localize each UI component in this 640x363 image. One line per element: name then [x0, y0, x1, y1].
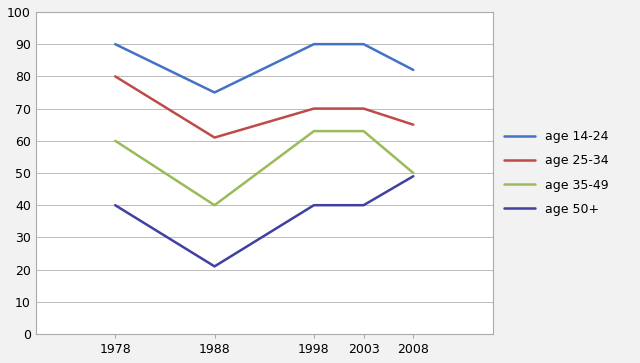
Line: age 50+: age 50+ [115, 176, 413, 266]
age 50+ [360, 203, 367, 207]
age 14-24 [410, 68, 417, 72]
age 50+ [310, 203, 318, 207]
age 25-34 [360, 106, 367, 111]
Legend: age 14-24, age 25-34, age 35-49, age 50+: age 14-24, age 25-34, age 35-49, age 50+ [504, 130, 609, 216]
age 35-49 [360, 129, 367, 133]
Line: age 14-24: age 14-24 [115, 44, 413, 93]
age 25-34 [310, 106, 318, 111]
age 14-24 [211, 90, 218, 95]
Line: age 25-34: age 25-34 [115, 76, 413, 138]
age 35-49 [211, 203, 218, 207]
age 35-49 [111, 139, 119, 143]
age 14-24 [310, 42, 318, 46]
age 14-24 [360, 42, 367, 46]
age 50+ [211, 264, 218, 269]
age 35-49 [410, 171, 417, 175]
age 25-34 [410, 122, 417, 127]
age 50+ [111, 203, 119, 207]
age 25-34 [211, 135, 218, 140]
age 14-24 [111, 42, 119, 46]
age 50+ [410, 174, 417, 178]
age 35-49 [310, 129, 318, 133]
Line: age 35-49: age 35-49 [115, 131, 413, 205]
age 25-34 [111, 74, 119, 78]
